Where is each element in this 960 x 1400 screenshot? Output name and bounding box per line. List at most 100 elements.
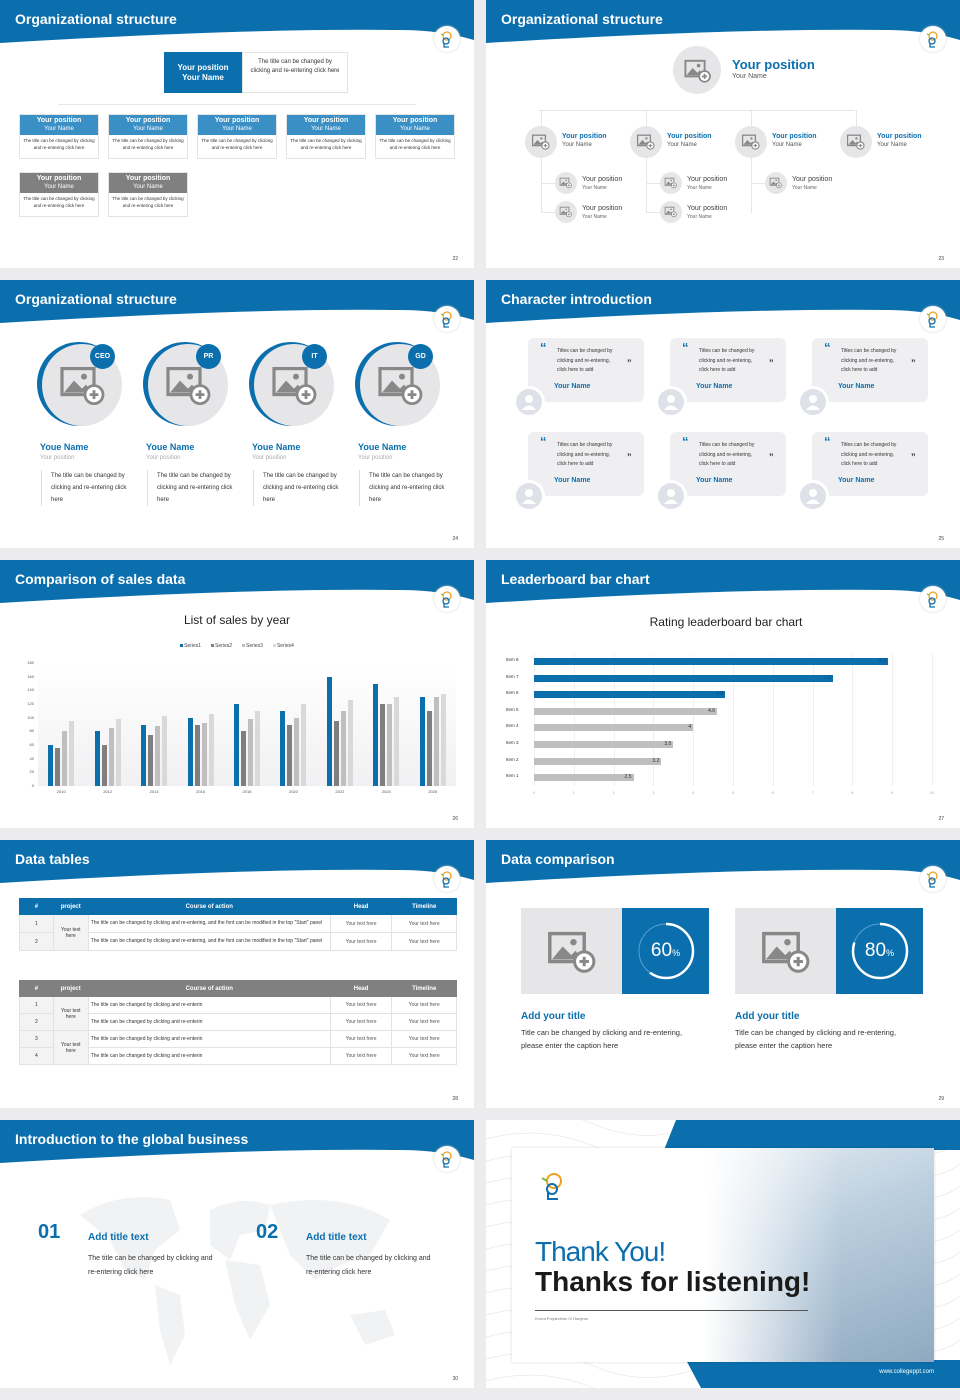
image-placeholder-icon[interactable] [555,201,577,223]
slide-s30[interactable]: Introduction to the global business 30 01 A… [0,1120,474,1388]
logo-icon [434,866,460,892]
image-placeholder-icon[interactable] [735,126,767,158]
card-name: Your Name [554,477,591,484]
open-quote-icon: “ [824,340,831,355]
row-number: 1 [19,996,54,1014]
y-tick-label: 80 [29,728,34,734]
column-header: Course of action [87,980,331,997]
position-card[interactable]: Your position Your Name The title can be c… [197,114,277,159]
bar-series2-2016 [194,724,200,786]
image-placeholder-icon[interactable] [555,172,577,194]
avatar [655,386,687,418]
avatar [797,480,829,512]
slide-s22[interactable]: Organizational structure 22 Your position Y… [0,0,474,268]
data-label: 3.5 [664,741,672,747]
position-card[interactable]: Your position Your Name The title can be c… [286,114,366,159]
slide-s24[interactable]: Organizational structure 24 CEO Youe Name Yo… [0,280,474,548]
image-placeholder-icon[interactable] [840,126,872,158]
testimonial-card[interactable]: “ Titles can be changed by clicking and r… [670,432,786,496]
bar-series3-2010 [62,731,68,786]
child-name: Your Name [792,185,817,191]
row-number: 4 [19,1047,54,1065]
position-card[interactable]: Your position Your Name The title can be c… [375,114,455,159]
image-placeholder-icon[interactable] [765,172,787,194]
x-tick-label: 2012 [103,789,113,794]
testimonial-card[interactable]: “ Titles can be changed by clicking and r… [670,338,786,402]
progress-value: 80% [836,940,923,962]
position-card[interactable]: Your position Your Name The title can be c… [19,114,99,159]
slide-s26[interactable]: Comparison of sales data 26 List of sales … [0,560,474,828]
logo-icon [920,866,946,892]
website-link[interactable]: www.collegeppt.com [879,1369,934,1375]
slide-s29[interactable]: Data comparison 29 60% Add your title Title … [486,840,960,1108]
action-cell: The title can be changed by clicking and… [87,1047,331,1065]
image-placeholder-icon[interactable] [660,172,682,194]
progress-panel: 80% [836,908,923,994]
item-title: Add title text [88,1232,149,1243]
slide-header [0,560,474,606]
grid-line [573,654,575,786]
tree-line [541,110,542,213]
open-quote-icon: “ [540,434,547,449]
testimonial-card[interactable]: “ Titles can be changed by clicking and r… [812,432,928,496]
position-card[interactable]: Your position Your Name The title can be c… [19,172,99,217]
top-position-box[interactable]: Your position Your Name [164,52,242,93]
open-quote-icon: “ [540,340,547,355]
x-tick-label: 2022 [335,789,345,794]
row-number: 3 [19,1030,54,1048]
logo-icon [920,586,946,612]
close-quote-icon: ” [627,358,632,368]
image-placeholder-icon[interactable] [660,201,682,223]
category-label: Item 8 [506,657,519,662]
position-card[interactable]: Your position Your Name The title can be c… [108,172,188,217]
testimonial-card[interactable]: “ Titles can be changed by clicking and r… [528,432,644,496]
image-placeholder-icon[interactable] [521,908,622,994]
image-placeholder-icon[interactable] [735,908,836,994]
chart-title: List of sales by year [183,613,291,627]
image-placeholder-icon[interactable] [630,126,662,158]
category-label: Item 7 [506,673,519,679]
grid-line [772,654,774,786]
page-number: 27 [938,816,944,822]
bar-item-4: 4 [534,724,694,732]
tree-line [856,110,857,126]
slide-s25[interactable]: Character introduction 25 “ Titles can be c… [486,280,960,548]
slide-s27[interactable]: Leaderboard bar chart 27 Rating leaderboar… [486,560,960,828]
slide-header [0,1120,474,1166]
bar-series3-2014 [155,725,161,786]
position-label: Your position [392,117,438,124]
y-tick-label: 180 [27,660,34,665]
bar-series3-2016 [201,723,207,786]
category-label: Item 3 [506,740,519,745]
slide-header [486,0,960,46]
y-tick-label: 140 [27,687,34,693]
role-badge: GD [408,344,433,369]
avatar [513,480,545,512]
top-position: Your position [732,57,815,72]
data-label: 2.5 [624,774,632,781]
progress-ring [851,922,909,980]
person-description: The title can be changed by clicking and… [359,470,447,506]
item-title: Add your title [521,1011,586,1022]
legend-item: Series2 [211,643,232,649]
top-description: The title can be changed by clicking and… [242,52,348,93]
slide-s23[interactable]: Organizational structure 23 Your position Y… [486,0,960,268]
position-card[interactable]: Your position Your Name The title can be c… [108,114,188,159]
person-name: Youe Name [146,442,195,452]
card-name: Your Name [696,477,733,484]
bar-series4-2018 [255,710,260,786]
slide-s28[interactable]: Data tables 28 # project Course of action Hea… [0,840,474,1108]
slide-title: Organizational structure [501,11,663,27]
image-placeholder-icon[interactable] [525,126,557,158]
chart-legend: Series1 Series2 Series3 Series4 [0,643,474,649]
image-placeholder-icon[interactable] [673,46,721,94]
slide-s31[interactable]: Thank You! Thanks for listening! Korea Pol… [486,1120,960,1388]
testimonial-card[interactable]: “ Titles can be changed by clicking and r… [812,338,928,402]
category-label: Item 6 [506,690,519,696]
tree-line [751,183,766,184]
bar-series3-2026 [433,697,439,786]
bar-series4-2012 [115,719,121,786]
timeline-cell: Your text here [391,1013,457,1031]
testimonial-card[interactable]: “ Titles can be changed by clicking and r… [528,338,644,402]
item-number: 01 [38,1221,61,1243]
